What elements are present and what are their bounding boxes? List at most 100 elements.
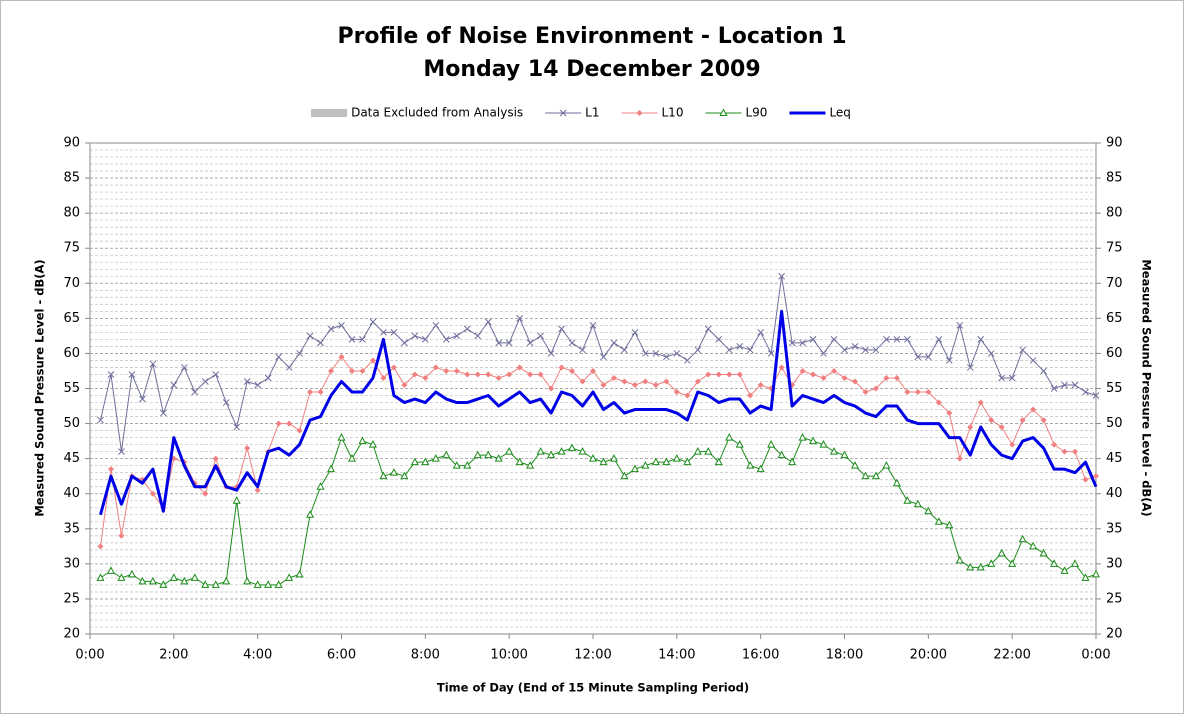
series-line — [99, 309, 1098, 516]
marker — [107, 466, 114, 473]
marker — [988, 417, 995, 424]
marker — [914, 353, 922, 361]
marker — [495, 339, 503, 347]
marker — [684, 392, 691, 399]
marker — [997, 548, 1006, 557]
y2-tick-label: 80 — [1106, 206, 1123, 221]
x-tick-label: 0:00 — [75, 648, 104, 663]
marker — [746, 461, 755, 469]
marker — [347, 454, 357, 462]
marker — [558, 325, 565, 333]
chart-subtitle: Monday 14 December 2009 — [423, 57, 760, 82]
marker — [1072, 448, 1079, 455]
marker — [892, 478, 901, 487]
marker — [829, 447, 839, 455]
marker — [798, 433, 807, 441]
marker — [589, 322, 597, 329]
marker — [651, 457, 660, 466]
y2-tick-label: 50 — [1106, 416, 1123, 431]
marker — [317, 339, 324, 347]
marker — [463, 461, 472, 469]
marker — [559, 109, 567, 117]
marker — [212, 455, 219, 462]
y-tick-label: 35 — [63, 521, 80, 536]
marker — [1050, 385, 1058, 392]
marker — [337, 433, 346, 441]
y-tick-label: 85 — [63, 171, 80, 186]
marker — [368, 440, 377, 448]
marker — [719, 108, 728, 116]
marker — [987, 350, 995, 357]
marker — [139, 395, 146, 403]
marker — [809, 436, 818, 445]
marker — [348, 367, 355, 374]
marker — [275, 420, 282, 427]
marker — [1061, 381, 1068, 389]
marker — [243, 378, 251, 385]
marker — [1081, 573, 1090, 581]
marker — [935, 336, 943, 343]
marker — [118, 532, 125, 539]
marker — [222, 576, 231, 585]
marker — [946, 410, 953, 417]
marker — [1029, 541, 1038, 550]
marker — [735, 440, 744, 448]
marker — [767, 440, 776, 448]
marker — [904, 389, 911, 396]
marker — [998, 424, 1005, 431]
y-tick-label: 60 — [63, 346, 80, 361]
marker — [148, 576, 157, 585]
marker — [778, 272, 785, 280]
marker — [516, 315, 523, 322]
marker — [421, 457, 430, 466]
marker — [138, 576, 147, 585]
marker — [202, 490, 209, 497]
marker — [673, 389, 680, 396]
marker — [536, 447, 545, 455]
x-tick-label: 16:00 — [742, 648, 779, 663]
marker — [830, 336, 838, 343]
marker — [935, 399, 942, 406]
x-tick-label: 12:00 — [574, 648, 611, 663]
marker — [411, 371, 418, 378]
marker — [1051, 441, 1058, 448]
marker — [757, 329, 765, 336]
y-tick-label: 70 — [63, 276, 80, 291]
marker — [254, 487, 261, 494]
marker — [432, 364, 439, 371]
marker — [222, 399, 230, 406]
marker — [883, 374, 890, 381]
marker — [1008, 559, 1017, 567]
marker — [777, 450, 786, 459]
marker — [160, 409, 167, 417]
y2-tick-label: 75 — [1106, 241, 1123, 256]
marker — [893, 336, 901, 343]
marker — [547, 350, 555, 357]
marker — [599, 457, 608, 466]
marker — [348, 336, 356, 343]
marker — [506, 371, 513, 378]
marker — [1060, 566, 1069, 574]
marker — [306, 332, 314, 340]
marker — [1040, 367, 1047, 375]
marker — [620, 471, 629, 480]
marker — [411, 332, 419, 340]
marker — [955, 555, 964, 564]
marker — [527, 371, 534, 378]
marker — [841, 374, 848, 381]
marker — [1050, 559, 1059, 567]
marker — [831, 367, 838, 374]
marker — [976, 562, 985, 571]
marker — [600, 381, 607, 388]
marker — [557, 447, 566, 455]
y2-tick-label: 55 — [1106, 381, 1123, 396]
legend-label: Data Excluded from Analysis — [351, 106, 523, 120]
marker — [705, 371, 712, 378]
marker — [169, 573, 178, 581]
marker — [494, 454, 503, 462]
marker — [636, 110, 643, 116]
y-tick-label: 20 — [63, 627, 80, 642]
legend-label: Leq — [829, 106, 850, 120]
marker — [810, 371, 817, 378]
marker — [893, 374, 900, 381]
